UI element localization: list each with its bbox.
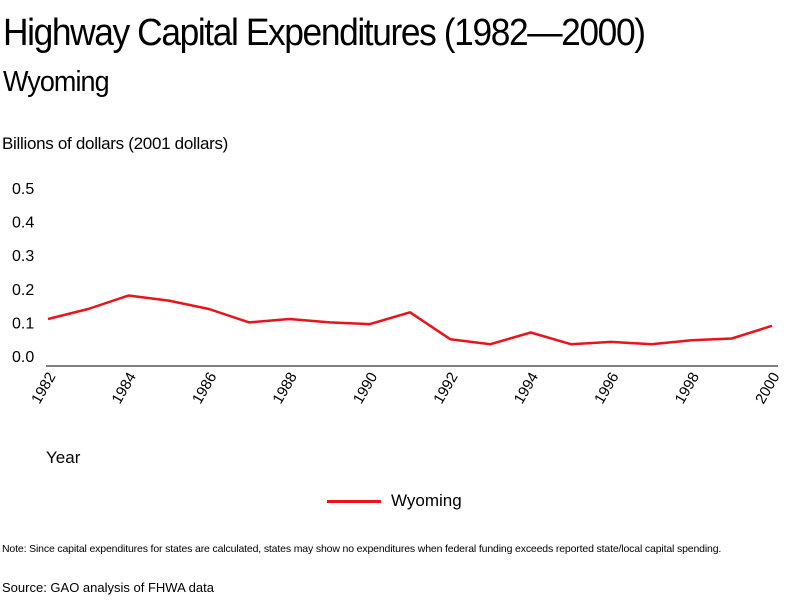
legend-label: Wyoming [391,491,462,510]
y-tick-label: 0.5 [12,181,34,198]
x-tick-label: 1990 [350,370,381,407]
y-tick-label: 0.4 [12,215,34,232]
x-tick-labels: 1982 1984 1986 1988 1990 1992 1994 1996 1998 2000 [28,370,783,407]
y-tick-labels: 0.0 0.1 0.2 0.3 0.4 0.5 [12,181,34,366]
x-tick-label: 1996 [591,370,622,407]
y-tick-label: 0.1 [12,315,34,332]
x-tick-label: 1982 [28,370,59,407]
footnote: Note: Since capital expenditures for sta… [2,543,722,555]
chart-title: Highway Capital Expenditures (1982—2000) [3,12,646,54]
x-tick-label: 1992 [430,370,461,407]
chart-subtitle: Wyoming [3,66,110,98]
legend-swatch [327,499,381,503]
x-tick-label: 1986 [189,370,220,407]
x-tick-label: 1994 [511,370,542,407]
x-tick-label: 1998 [672,370,703,407]
y-tick-label: 0.0 [12,349,34,366]
series-line-wyoming [47,294,773,346]
y-axis-label: Billions of dollars (2001 dollars) [2,134,229,153]
x-tick-label: 1988 [269,370,300,407]
y-tick-label: 0.3 [12,248,34,265]
y-tick-label: 0.2 [12,282,34,299]
x-tick-label: 1984 [108,370,139,407]
source-note: Source: GAO analysis of FHWA data [2,580,214,595]
x-axis-label: Year [46,448,81,467]
x-tick-label: 2000 [752,370,783,407]
legend: Wyoming [327,490,462,512]
series-layer [47,294,773,346]
